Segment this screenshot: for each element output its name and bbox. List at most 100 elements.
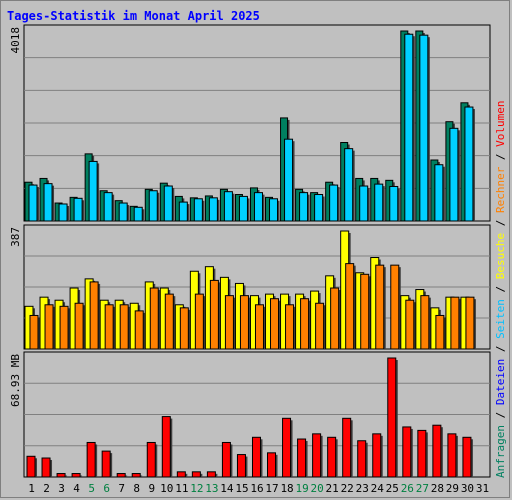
- bar-dateien-day-19: [299, 192, 309, 222]
- bar-dateien-day-13: [208, 197, 218, 222]
- legend-item-7: /: [494, 213, 507, 233]
- bar-dateien-day-18: [284, 138, 294, 222]
- bar-rechner-day-9: [149, 287, 159, 350]
- legend-item-6: Besuche: [494, 233, 507, 279]
- bar-volumen-day-18: [282, 417, 292, 478]
- bar-dateien-day-25: [389, 185, 399, 222]
- bar-volumen-day-5: [86, 441, 96, 478]
- bar-dateien-day-15: [238, 195, 248, 222]
- legend-item-5: /: [494, 279, 507, 299]
- bar-rechner-day-4: [74, 302, 84, 350]
- legend-item-1: /: [494, 405, 507, 425]
- bar-volumen-day-4: [71, 473, 81, 478]
- bar-volumen-day-21: [327, 436, 337, 478]
- bar-rechner-day-30: [465, 296, 475, 350]
- bar-dateien-day-2: [43, 183, 53, 222]
- bar-dateien-day-8: [133, 206, 143, 222]
- x-tick-label-day-8: 8: [133, 482, 140, 495]
- bar-dateien-day-16: [253, 192, 263, 222]
- bar-rechner-day-29: [450, 296, 460, 350]
- x-tick-label-day-7: 7: [118, 482, 125, 495]
- legend-item-4: Seiten: [494, 299, 507, 339]
- bar-rechner-day-18: [285, 304, 295, 350]
- bar-dateien-day-20: [314, 194, 324, 222]
- bar-dateien-day-1: [28, 184, 38, 222]
- bar-volumen-day-1: [26, 455, 36, 478]
- bar-rechner-day-8: [134, 310, 144, 350]
- bar-rechner-day-12: [194, 293, 204, 350]
- bar-volumen-day-24: [372, 433, 382, 478]
- bar-rechner-day-15: [239, 295, 249, 350]
- bar-dateien-day-6: [103, 192, 113, 222]
- x-tick-label-day-4: 4: [73, 482, 80, 495]
- bar-rechner-day-3: [59, 305, 69, 350]
- bar-dateien-day-14: [223, 191, 233, 222]
- bar-volumen-day-2: [41, 457, 51, 478]
- bar-dateien-day-28: [434, 164, 444, 222]
- bar-dateien-day-29: [449, 127, 459, 222]
- y-axis-max-label-2: 387: [9, 227, 22, 247]
- bar-volumen-day-19: [297, 438, 307, 478]
- bar-dateien-day-30: [464, 106, 474, 222]
- bar-rechner-day-21: [330, 287, 340, 350]
- x-tick-label-day-3: 3: [58, 482, 65, 495]
- bar-rechner-day-27: [420, 295, 430, 350]
- x-tick-label-day-20: 20: [311, 482, 324, 495]
- bar-volumen-day-15: [236, 454, 246, 478]
- chart-title: Tages-Statistik im Monat April 2025: [7, 9, 260, 23]
- bar-rechner-day-5: [89, 281, 99, 350]
- bar-dateien-day-5: [88, 160, 98, 222]
- x-tick-label-day-16: 16: [250, 482, 263, 495]
- bar-volumen-day-25: [387, 357, 397, 478]
- bar-dateien-day-9: [148, 190, 158, 222]
- x-tick-label-day-9: 9: [148, 482, 155, 495]
- x-tick-label-day-18: 18: [280, 482, 293, 495]
- legend-item-9: /: [494, 147, 507, 167]
- x-tick-label-day-14: 14: [220, 482, 234, 495]
- x-tick-label-day-13: 13: [205, 482, 218, 495]
- x-tick-label-day-2: 2: [43, 482, 50, 495]
- x-tick-label-day-31: 31: [476, 482, 489, 495]
- bar-rechner-day-17: [270, 298, 280, 350]
- bar-volumen-day-8: [131, 473, 141, 478]
- bar-dateien-day-27: [419, 34, 429, 222]
- bar-rechner-day-25: [390, 264, 400, 350]
- bar-volumen-day-16: [251, 436, 261, 478]
- bar-volumen-day-30: [462, 436, 472, 478]
- x-tick-label-day-19: 19: [295, 482, 308, 495]
- legend-item-10: Volumen: [494, 100, 507, 146]
- bar-volumen-day-22: [342, 417, 352, 478]
- bar-rechner-day-2: [44, 304, 54, 350]
- bar-dateien-day-4: [73, 197, 83, 222]
- bar-dateien-day-11: [178, 201, 188, 222]
- bar-rechner-day-16: [254, 304, 264, 350]
- bar-rechner-day-14: [224, 295, 234, 350]
- y-axis-max-label-3: 68.93 MB: [9, 354, 22, 407]
- bar-dateien-day-21: [329, 184, 339, 222]
- bar-volumen-day-7: [116, 473, 126, 478]
- x-tick-label-day-28: 28: [431, 482, 444, 495]
- bar-rechner-day-20: [315, 302, 325, 350]
- bar-volumen-day-12: [191, 471, 201, 478]
- bar-volumen-day-28: [432, 424, 442, 478]
- bar-rechner-day-26: [405, 299, 415, 350]
- bar-dateien-day-12: [193, 198, 203, 222]
- bar-rechner-day-23: [360, 273, 370, 350]
- x-tick-label-day-26: 26: [401, 482, 414, 495]
- bar-volumen-day-14: [221, 441, 231, 478]
- bar-volumen-day-13: [206, 471, 216, 478]
- bar-rechner-day-6: [104, 304, 114, 350]
- x-tick-label-day-30: 30: [461, 482, 474, 495]
- legend-item-2: Dateien: [494, 359, 507, 405]
- x-tick-label-day-15: 15: [235, 482, 248, 495]
- bar-rechner-day-24: [375, 264, 385, 350]
- bar-dateien-day-24: [374, 183, 384, 222]
- bar-volumen-day-10: [161, 416, 171, 478]
- bar-dateien-day-22: [344, 148, 354, 222]
- bar-rechner-day-7: [119, 304, 129, 350]
- bar-dateien-day-23: [359, 185, 369, 222]
- legend-item-8: Rechner: [494, 166, 507, 213]
- bar-rechner-day-1: [29, 314, 39, 350]
- x-tick-label-day-10: 10: [160, 482, 173, 495]
- bar-rechner-day-19: [300, 298, 310, 350]
